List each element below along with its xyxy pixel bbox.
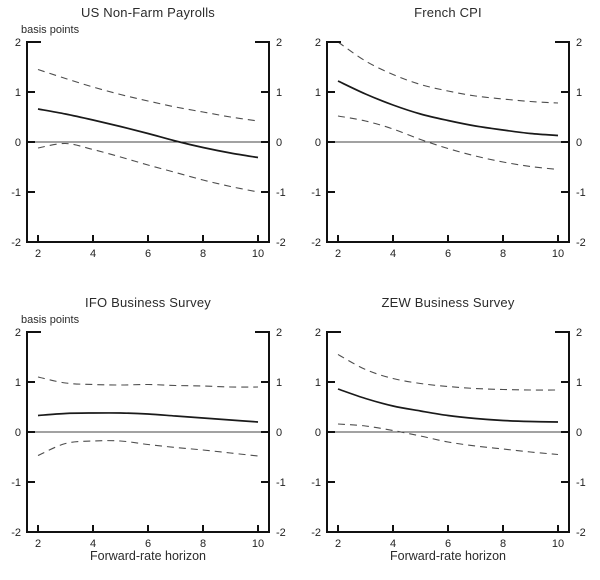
y-tick-label-right: 1 — [576, 377, 582, 389]
y-tick-label-left: 0 — [315, 427, 321, 439]
y-tick-label-left: -2 — [311, 527, 321, 539]
y-tick-label-right: 0 — [576, 427, 582, 439]
x-tick-label: 6 — [145, 538, 151, 550]
chart-title: IFO Business Survey — [85, 295, 211, 310]
y-tick-label-right: 1 — [576, 87, 582, 99]
chart-title: US Non-Farm Payrolls — [80, 5, 216, 20]
x-tick-label: 8 — [200, 538, 206, 550]
x-tick-label: 4 — [90, 538, 96, 550]
plot-area: 2 21 10 0-1 -1-2 -22 4 6 8 10 — [11, 327, 286, 550]
y-tick-label-right: 1 — [276, 377, 282, 389]
y-axis-unit-label: basis points — [21, 314, 80, 326]
x-tick-label: 8 — [500, 248, 506, 260]
y-tick-label-right: -1 — [276, 187, 286, 199]
x-tick-label: 4 — [390, 248, 396, 260]
plot-area: 2 21 10 0-1 -1-2 -22 4 6 8 10 — [311, 37, 586, 260]
lower-band-series — [37, 440, 259, 457]
y-tick-label-left: -1 — [311, 477, 321, 489]
y-tick-label-right: 0 — [276, 427, 282, 439]
y-tick-label-left: 1 — [15, 87, 21, 99]
x-tick-label: 10 — [552, 538, 564, 550]
lower-band-series — [337, 115, 559, 171]
y-tick-label-right: -1 — [576, 187, 586, 199]
y-tick-label-right: -1 — [576, 477, 586, 489]
chart-title: ZEW Business Survey — [381, 295, 515, 310]
y-tick-label-right: 2 — [576, 327, 582, 339]
y-tick-label-right: 2 — [276, 327, 282, 339]
y-tick-label-right: -2 — [276, 527, 286, 539]
x-tick-label: 4 — [90, 248, 96, 260]
y-tick-label-left: 0 — [15, 427, 21, 439]
chart-french-cpi: French CPI 2 2 1 1 0 0 -1 -1 -2 -2 2 4 6 8 10 — [300, 0, 600, 290]
central-line-series — [337, 388, 559, 423]
x-tick-label: 2 — [335, 248, 341, 260]
x-tick-label: 10 — [552, 248, 564, 260]
y-tick-label-left: 0 — [15, 137, 21, 149]
x-tick-label: 2 — [35, 538, 41, 550]
central-line-series — [37, 412, 259, 423]
plot-area: 2 21 10 0-1 -1-2 -22 4 6 8 10 — [11, 37, 286, 260]
x-tick-label: 8 — [200, 248, 206, 260]
y-tick-label-left: 1 — [315, 377, 321, 389]
upper-band-series — [337, 354, 559, 391]
y-tick-label-left: -1 — [311, 187, 321, 199]
y-tick-label-left: 2 — [315, 37, 321, 49]
chart-title: French CPI — [414, 5, 482, 20]
y-tick-label-right: 0 — [576, 137, 582, 149]
x-tick-label: 2 — [35, 248, 41, 260]
y-tick-label-right: 2 — [576, 37, 582, 49]
y-tick-label-left: -1 — [11, 187, 21, 199]
y-tick-label-left: -1 — [11, 477, 21, 489]
central-line-series — [37, 108, 259, 159]
upper-band-series — [37, 376, 259, 388]
x-axis-title: Forward-rate horizon — [89, 549, 206, 563]
central-line-series — [337, 80, 559, 137]
y-tick-label-right: 2 — [276, 37, 282, 49]
y-tick-label-left: 2 — [315, 327, 321, 339]
x-tick-label: 6 — [445, 248, 451, 260]
y-tick-label-right: -1 — [276, 477, 286, 489]
y-tick-label-right: -2 — [576, 237, 586, 249]
upper-band-series — [337, 41, 559, 104]
x-tick-label: 6 — [145, 248, 151, 260]
y-tick-label-left: -2 — [311, 237, 321, 249]
y-tick-label-right: 1 — [276, 87, 282, 99]
x-tick-label: 4 — [390, 538, 396, 550]
x-tick-label: 10 — [252, 538, 264, 550]
y-tick-label-right: 0 — [276, 137, 282, 149]
y-tick-label-left: 2 — [15, 37, 21, 49]
lower-band-series — [37, 142, 259, 193]
y-tick-label-left: 1 — [315, 87, 321, 99]
y-axis-unit-label: basis points — [21, 24, 80, 36]
y-tick-label-left: -2 — [11, 237, 21, 249]
x-tick-label: 6 — [445, 538, 451, 550]
upper-band-series — [37, 68, 259, 122]
x-axis-title: Forward-rate horizon — [389, 549, 506, 563]
y-tick-label-left: -2 — [11, 527, 21, 539]
lower-band-series — [337, 423, 559, 456]
y-tick-label-left: 0 — [315, 137, 321, 149]
x-tick-label: 2 — [335, 538, 341, 550]
x-tick-label: 10 — [252, 248, 264, 260]
y-tick-label-left: 1 — [15, 377, 21, 389]
plot-area: 2 21 10 0-1 -1-2 -22 4 6 8 10 — [311, 327, 586, 550]
y-tick-label-left: 2 — [15, 327, 21, 339]
y-tick-label-right: -2 — [276, 237, 286, 249]
chart-zew-business-survey: ZEW Business Survey 2 2 1 1 0 0 -1 -1 -2 -2 2 4 6 8 10… — [300, 290, 600, 580]
y-tick-label-right: -2 — [576, 527, 586, 539]
x-tick-label: 8 — [500, 538, 506, 550]
